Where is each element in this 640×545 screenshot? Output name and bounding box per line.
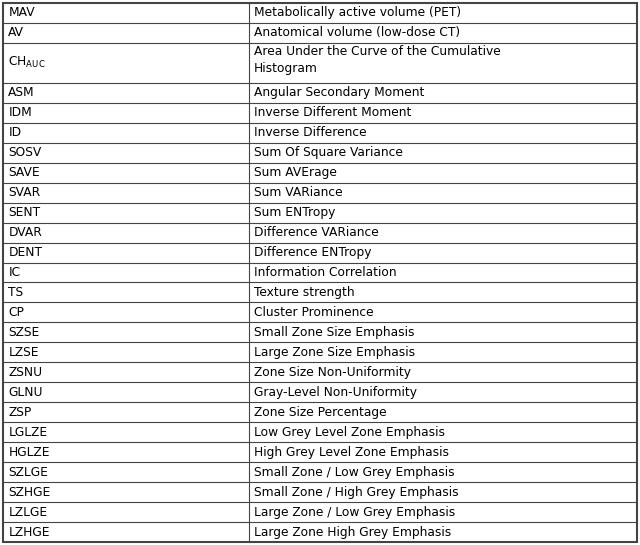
Text: Large Zone Size Emphasis: Large Zone Size Emphasis xyxy=(254,346,415,359)
Text: Large Zone / Low Grey Emphasis: Large Zone / Low Grey Emphasis xyxy=(254,506,456,519)
Text: IDM: IDM xyxy=(8,106,32,119)
Text: LZSE: LZSE xyxy=(8,346,39,359)
Text: Inverse Different Moment: Inverse Different Moment xyxy=(254,106,412,119)
Text: Area Under the Curve of the Cumulative
Histogram: Area Under the Curve of the Cumulative H… xyxy=(254,45,501,75)
Text: Difference VARiance: Difference VARiance xyxy=(254,226,379,239)
Text: Small Zone / High Grey Emphasis: Small Zone / High Grey Emphasis xyxy=(254,486,459,499)
Text: Sum AVErage: Sum AVErage xyxy=(254,166,337,179)
Text: HGLZE: HGLZE xyxy=(8,446,50,459)
Text: SAVE: SAVE xyxy=(8,166,40,179)
Text: Sum ENTropy: Sum ENTropy xyxy=(254,206,335,219)
Text: SZSE: SZSE xyxy=(8,326,40,339)
Text: Large Zone High Grey Emphasis: Large Zone High Grey Emphasis xyxy=(254,526,451,539)
Text: DENT: DENT xyxy=(8,246,42,259)
Text: ASM: ASM xyxy=(8,86,35,99)
Text: GLNU: GLNU xyxy=(8,386,43,399)
Text: High Grey Level Zone Emphasis: High Grey Level Zone Emphasis xyxy=(254,446,449,459)
Text: CP: CP xyxy=(8,306,24,319)
Text: Information Correlation: Information Correlation xyxy=(254,266,397,279)
Text: Anatomical volume (low-dose CT): Anatomical volume (low-dose CT) xyxy=(254,26,460,39)
Text: MAV: MAV xyxy=(8,6,35,19)
Text: Metabolically active volume (PET): Metabolically active volume (PET) xyxy=(254,6,461,19)
Text: SZHGE: SZHGE xyxy=(8,486,51,499)
Text: Small Zone / Low Grey Emphasis: Small Zone / Low Grey Emphasis xyxy=(254,466,455,479)
Text: Zone Size Non-Uniformity: Zone Size Non-Uniformity xyxy=(254,366,411,379)
Text: Sum Of Square Variance: Sum Of Square Variance xyxy=(254,146,403,159)
Text: LGLZE: LGLZE xyxy=(8,426,47,439)
Text: Angular Secondary Moment: Angular Secondary Moment xyxy=(254,86,424,99)
Text: TS: TS xyxy=(8,286,24,299)
Text: SOSV: SOSV xyxy=(8,146,42,159)
Text: ZSP: ZSP xyxy=(8,406,31,419)
Text: Gray-Level Non-Uniformity: Gray-Level Non-Uniformity xyxy=(254,386,417,399)
Text: Texture strength: Texture strength xyxy=(254,286,355,299)
Text: DVAR: DVAR xyxy=(8,226,42,239)
Text: Difference ENTropy: Difference ENTropy xyxy=(254,246,372,259)
Text: ID: ID xyxy=(8,126,22,139)
Text: IC: IC xyxy=(8,266,20,279)
Text: ZSNU: ZSNU xyxy=(8,366,42,379)
Text: Low Grey Level Zone Emphasis: Low Grey Level Zone Emphasis xyxy=(254,426,445,439)
Text: Sum VARiance: Sum VARiance xyxy=(254,186,343,199)
Text: SENT: SENT xyxy=(8,206,40,219)
Text: SVAR: SVAR xyxy=(8,186,40,199)
Text: Small Zone Size Emphasis: Small Zone Size Emphasis xyxy=(254,326,415,339)
Text: LZHGE: LZHGE xyxy=(8,526,50,539)
Text: LZLGE: LZLGE xyxy=(8,506,47,519)
Text: Inverse Difference: Inverse Difference xyxy=(254,126,367,139)
Text: CH$_{\mathregular{AUC}}$: CH$_{\mathregular{AUC}}$ xyxy=(8,55,46,70)
Text: AV: AV xyxy=(8,26,24,39)
Text: SZLGE: SZLGE xyxy=(8,466,48,479)
Text: Zone Size Percentage: Zone Size Percentage xyxy=(254,406,387,419)
Text: Cluster Prominence: Cluster Prominence xyxy=(254,306,374,319)
